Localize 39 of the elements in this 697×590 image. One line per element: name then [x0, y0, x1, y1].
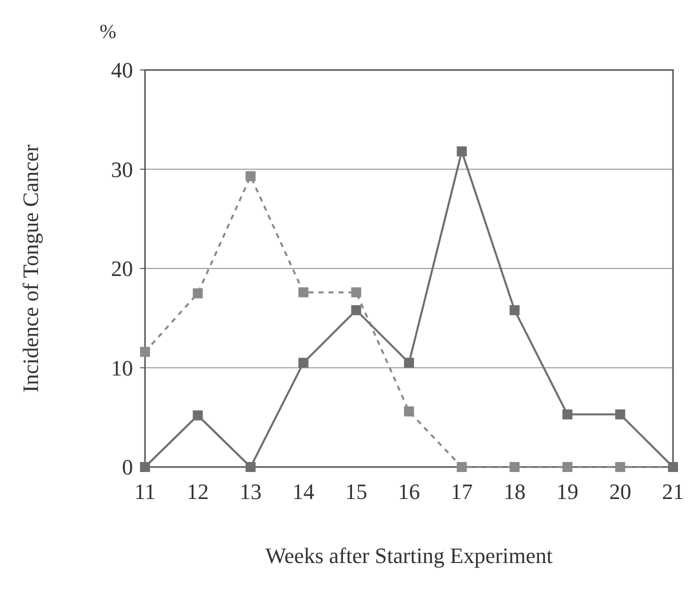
point: [192, 410, 203, 420]
point: [246, 171, 256, 182]
x-tick-label: 20: [609, 479, 632, 504]
point: [456, 462, 467, 472]
point: [404, 358, 414, 368]
point: [562, 462, 572, 472]
x-tick-label: 13: [240, 479, 262, 504]
point: [510, 462, 520, 472]
y-tick-label: 20: [111, 256, 133, 282]
x-tick-label: 12: [186, 479, 209, 504]
point: [192, 288, 203, 298]
x-tick-label: 16: [398, 479, 420, 504]
x-tick-label: 19: [556, 479, 578, 504]
x-tick-label: 18: [504, 479, 526, 504]
point: [140, 462, 150, 472]
text: %: [100, 21, 116, 43]
y-tick-label: 40: [111, 58, 133, 83]
point: [456, 146, 467, 156]
y-tick-label: 0: [122, 454, 133, 480]
y-tick-label: 30: [111, 156, 133, 182]
x-axis-title: Weeks after Starting Experiment: [265, 543, 553, 568]
x-tick-label: 14: [292, 479, 314, 504]
y-axis-title: Incidence of Tongue Cancer: [18, 144, 43, 392]
point: [246, 462, 256, 472]
point: [298, 358, 308, 368]
point: [615, 409, 626, 420]
x-tick-label: 15: [345, 479, 368, 504]
point: [404, 406, 414, 416]
point: [510, 305, 520, 316]
y-tick-label: 10: [111, 355, 133, 380]
point: [615, 462, 626, 472]
point: [140, 346, 150, 357]
point: [298, 287, 308, 298]
point: [351, 287, 362, 298]
point: [351, 305, 362, 316]
x-tick-label: 11: [134, 479, 156, 504]
x-tick-label: 21: [662, 479, 684, 504]
point: [562, 409, 572, 420]
x-tick-label: 17: [450, 479, 473, 504]
